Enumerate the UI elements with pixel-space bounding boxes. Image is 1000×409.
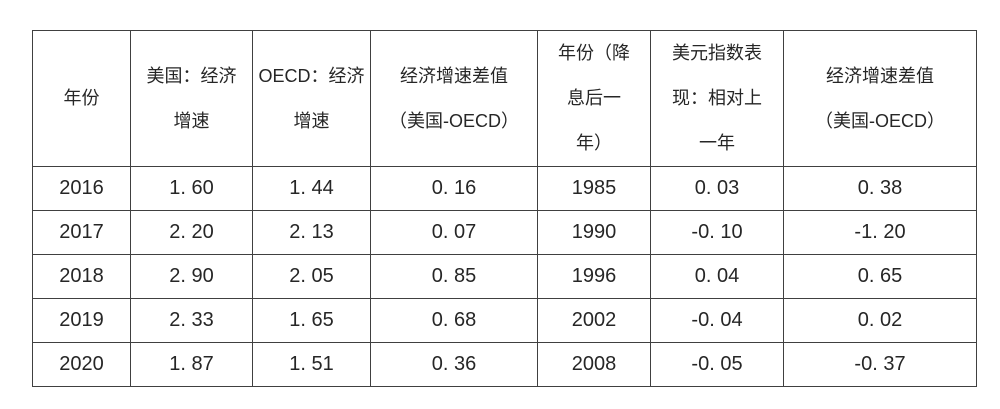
cell-growth-gap: 0. 36 — [370, 342, 538, 387]
column-header-us-growth: 美国：经济 增速 — [130, 30, 253, 167]
cell-usd-index: -0. 05 — [650, 342, 784, 387]
cell-usd-index: -0. 10 — [650, 210, 784, 255]
cell-growth-gap-right: -0. 37 — [783, 342, 977, 387]
cell-year: 2017 — [32, 210, 131, 255]
column-header-year: 年份 — [32, 30, 131, 167]
cell-growth-gap-right: 0. 38 — [783, 166, 977, 211]
cell-year-after-cut: 2008 — [537, 342, 651, 387]
column-header-year-after-rate-cut: 年份（降 息后一 年） — [537, 30, 651, 167]
cell-us-growth: 1. 87 — [130, 342, 253, 387]
table-row: 2016 1. 60 1. 44 0. 16 1985 0. 03 0. 38 — [32, 166, 977, 211]
cell-us-growth: 2. 90 — [130, 254, 253, 299]
cell-oecd-growth: 1. 51 — [252, 342, 371, 387]
cell-year-after-cut: 1996 — [537, 254, 651, 299]
cell-growth-gap-right: 0. 65 — [783, 254, 977, 299]
column-header-usd-index-vs-prior-year: 美元指数表 现：相对上 一年 — [650, 30, 784, 167]
economic-growth-comparison-table: 年份 美国：经济 增速 OECD：经济 增速 经济增速差值 （美国-OECD） … — [32, 30, 977, 387]
cell-oecd-growth: 1. 44 — [252, 166, 371, 211]
cell-us-growth: 2. 20 — [130, 210, 253, 255]
cell-year-after-cut: 1985 — [537, 166, 651, 211]
cell-year: 2016 — [32, 166, 131, 211]
cell-us-growth: 1. 60 — [130, 166, 253, 211]
cell-us-growth: 2. 33 — [130, 298, 253, 343]
column-header-growth-gap-us-oecd-right: 经济增速差值 （美国-OECD） — [783, 30, 977, 167]
cell-growth-gap: 0. 68 — [370, 298, 538, 343]
cell-oecd-growth: 2. 05 — [252, 254, 371, 299]
cell-year-after-cut: 2002 — [537, 298, 651, 343]
cell-year: 2018 — [32, 254, 131, 299]
cell-usd-index: -0. 04 — [650, 298, 784, 343]
cell-growth-gap-right: -1. 20 — [783, 210, 977, 255]
table-row: 2019 2. 33 1. 65 0. 68 2002 -0. 04 0. 02 — [32, 298, 977, 343]
cell-year: 2020 — [32, 342, 131, 387]
table-row: 2018 2. 90 2. 05 0. 85 1996 0. 04 0. 65 — [32, 254, 977, 299]
cell-growth-gap-right: 0. 02 — [783, 298, 977, 343]
cell-oecd-growth: 1. 65 — [252, 298, 371, 343]
header-row: 年份 美国：经济 增速 OECD：经济 增速 经济增速差值 （美国-OECD） … — [32, 30, 977, 167]
cell-year-after-cut: 1990 — [537, 210, 651, 255]
table-row: 2020 1. 87 1. 51 0. 36 2008 -0. 05 -0. 3… — [32, 342, 977, 387]
cell-year: 2019 — [32, 298, 131, 343]
cell-usd-index: 0. 04 — [650, 254, 784, 299]
cell-oecd-growth: 2. 13 — [252, 210, 371, 255]
column-header-growth-gap-us-oecd: 经济增速差值 （美国-OECD） — [370, 30, 538, 167]
column-header-oecd-growth: OECD：经济 增速 — [252, 30, 371, 167]
table-row: 2017 2. 20 2. 13 0. 07 1990 -0. 10 -1. 2… — [32, 210, 977, 255]
cell-growth-gap: 0. 07 — [370, 210, 538, 255]
cell-growth-gap: 0. 16 — [370, 166, 538, 211]
cell-growth-gap: 0. 85 — [370, 254, 538, 299]
cell-usd-index: 0. 03 — [650, 166, 784, 211]
